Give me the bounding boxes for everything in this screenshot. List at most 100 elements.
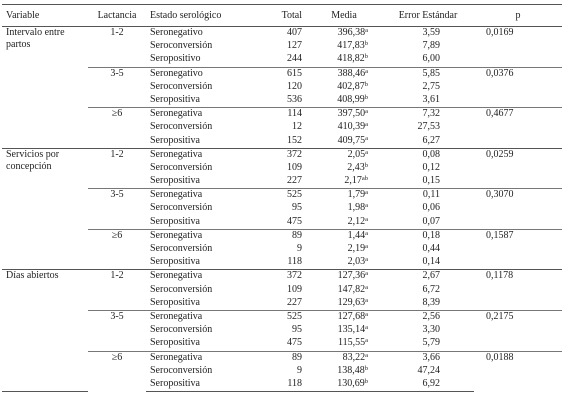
estado-cell: Seroconversión bbox=[150, 243, 213, 254]
p-cell: 0,1178 bbox=[474, 269, 562, 311]
media-letter: a bbox=[365, 243, 368, 250]
table-row: Servicios por concepción 1-2 Seronegativa 3… bbox=[2, 147, 562, 270]
media-cell: 127,36a bbox=[306, 269, 382, 284]
table-row: Seroconversión 120 402,87b 2,75 bbox=[2, 81, 562, 94]
error-cell: 3,59 bbox=[422, 27, 441, 38]
error-cell: 3,30 bbox=[422, 324, 441, 336]
table-row: Seroconversión 9 138,48b 47,24 bbox=[2, 365, 562, 378]
error-cell: 3,66 bbox=[382, 350, 474, 365]
error-cell: 5,79 bbox=[422, 337, 441, 349]
media-cell: 2,19a bbox=[306, 243, 382, 256]
lactancia-cell: 1-2 bbox=[88, 147, 146, 189]
media-cell: 409,75a bbox=[306, 135, 382, 149]
table-row: Seropositiva 152 409,75a 6,27 bbox=[2, 135, 562, 149]
media-cell: 417,83b bbox=[306, 40, 382, 53]
estado-cell: Seronegativa bbox=[146, 188, 250, 203]
media-value: 138,48 bbox=[337, 364, 365, 376]
table-row: Seroconversión 95 135,14a 3,30 bbox=[2, 324, 562, 337]
estado-cell: Seropositiva bbox=[150, 93, 200, 105]
media-cell: 2,05a bbox=[306, 147, 382, 162]
estado-cell: Seronegativa bbox=[146, 147, 250, 162]
error-cell: 5,85 bbox=[382, 66, 474, 81]
total-cell: 227 bbox=[287, 296, 302, 308]
media-cell: 1,44a bbox=[306, 228, 382, 243]
estado-cell: Seropositiva bbox=[150, 256, 200, 268]
media-letter: b bbox=[364, 80, 368, 88]
media-cell: 2,43b bbox=[306, 162, 382, 175]
total-cell: 152 bbox=[287, 134, 302, 146]
total-cell: 9 bbox=[297, 243, 302, 254]
error-cell: 2,75 bbox=[422, 80, 441, 92]
table-row: ≥6 Seronegativa 89 1,44a 0,18 0,1587 bbox=[2, 228, 562, 270]
table-row: Seroconversión 9 2,19a 0,44 bbox=[2, 243, 562, 256]
media-cell: 2,03a bbox=[306, 256, 382, 270]
error-cell: 2,67 bbox=[382, 269, 474, 284]
lactancia-cell: 1-2 bbox=[110, 27, 124, 38]
lactancia-cell: 3-5 bbox=[88, 309, 146, 351]
media-value: 402,87 bbox=[337, 80, 365, 92]
media-value: 129,63 bbox=[337, 296, 366, 308]
error-cell: 6,92 bbox=[382, 377, 474, 393]
total-cell: 615 bbox=[250, 66, 306, 81]
media-cell: 2,17ab bbox=[306, 175, 382, 189]
column-header: p bbox=[474, 4, 562, 27]
variable-name: Días abiertos bbox=[6, 270, 59, 282]
media-letter: a bbox=[365, 256, 368, 264]
lactancia-cell: 3-5 bbox=[88, 188, 146, 230]
table-row: Intervalo entre partos 1-2 Seronegativo 407… bbox=[2, 27, 562, 50]
variable-cell: Intervalo entre partos bbox=[2, 27, 88, 149]
media-letter: a bbox=[365, 351, 368, 359]
error-cell: 0,08 bbox=[382, 147, 474, 162]
header-row: Variable Lactancia Estado serológico Total M… bbox=[2, 4, 562, 27]
variable-cell: Servicios por concepción bbox=[2, 147, 88, 270]
total-cell: 475 bbox=[287, 215, 302, 227]
media-cell: 147,82a bbox=[306, 284, 382, 297]
media-cell: 397,50a bbox=[306, 107, 382, 122]
total-cell: 118 bbox=[287, 256, 302, 268]
variable-cell: Días abiertos bbox=[2, 269, 88, 393]
error-cell: 6,72 bbox=[422, 283, 441, 295]
error-cell: 3,61 bbox=[422, 93, 441, 105]
media-value: 388,46 bbox=[337, 67, 366, 79]
media-letter: b bbox=[364, 93, 368, 101]
total-cell: 118 bbox=[250, 377, 306, 393]
media-value: 2,43 bbox=[347, 161, 365, 173]
estado-cell: Seroconversión bbox=[150, 161, 213, 173]
media-letter: a bbox=[365, 134, 368, 142]
p-cell: 0,0376 bbox=[474, 66, 562, 108]
media-letter: a bbox=[365, 189, 368, 197]
media-letter: a bbox=[365, 324, 368, 332]
media-value: 417,83 bbox=[337, 40, 365, 52]
estado-cell: Seronegativa bbox=[146, 269, 250, 284]
table-body: Intervalo entre partos 1-2 Seronegativo 407… bbox=[2, 27, 562, 393]
media-value: 130,69 bbox=[337, 377, 365, 389]
estado-cell: Seroconversión bbox=[150, 364, 213, 376]
media-letter: a bbox=[365, 215, 368, 223]
p-cell: 0,2175 bbox=[474, 309, 562, 351]
table-row: Seropositiva 118 2,03a 0,14 bbox=[2, 256, 562, 270]
media-letter: a bbox=[365, 27, 368, 34]
media-value: 418,82 bbox=[337, 53, 365, 65]
total-cell: 95 bbox=[292, 324, 302, 336]
total-cell: 372 bbox=[250, 269, 306, 284]
table-row: Seroconversión 12 410,39a 27,53 bbox=[2, 121, 562, 134]
table-row: Seropositiva 536 408,99b 3,61 bbox=[2, 94, 562, 108]
media-letter: b bbox=[364, 40, 368, 48]
table-header: Variable Lactancia Estado serológico Total M… bbox=[2, 4, 562, 27]
error-cell: 2,56 bbox=[382, 309, 474, 325]
media-letter: a bbox=[365, 202, 368, 210]
media-value: 2,05 bbox=[347, 148, 366, 160]
media-letter: a bbox=[365, 270, 368, 278]
total-cell: 407 bbox=[287, 27, 302, 38]
estado-cell: Seronegativa bbox=[146, 350, 250, 365]
total-cell: 109 bbox=[287, 283, 302, 295]
error-cell: 6,00 bbox=[422, 53, 441, 65]
total-cell: 372 bbox=[250, 147, 306, 162]
table-row: 3-5 Seronegativo 615 388,46a 5,85 0,0376 bbox=[2, 66, 562, 108]
media-cell: 402,87b bbox=[306, 81, 382, 94]
table-row: ≥6 Seronegativa 114 397,50a 7,32 0,4677 bbox=[2, 107, 562, 149]
table-row: Seroconversión 127 417,83b 7,89 bbox=[2, 40, 562, 53]
variable-name: Intervalo entre partos bbox=[6, 27, 65, 50]
media-letter: a bbox=[365, 121, 368, 129]
media-cell: 135,14a bbox=[306, 324, 382, 337]
